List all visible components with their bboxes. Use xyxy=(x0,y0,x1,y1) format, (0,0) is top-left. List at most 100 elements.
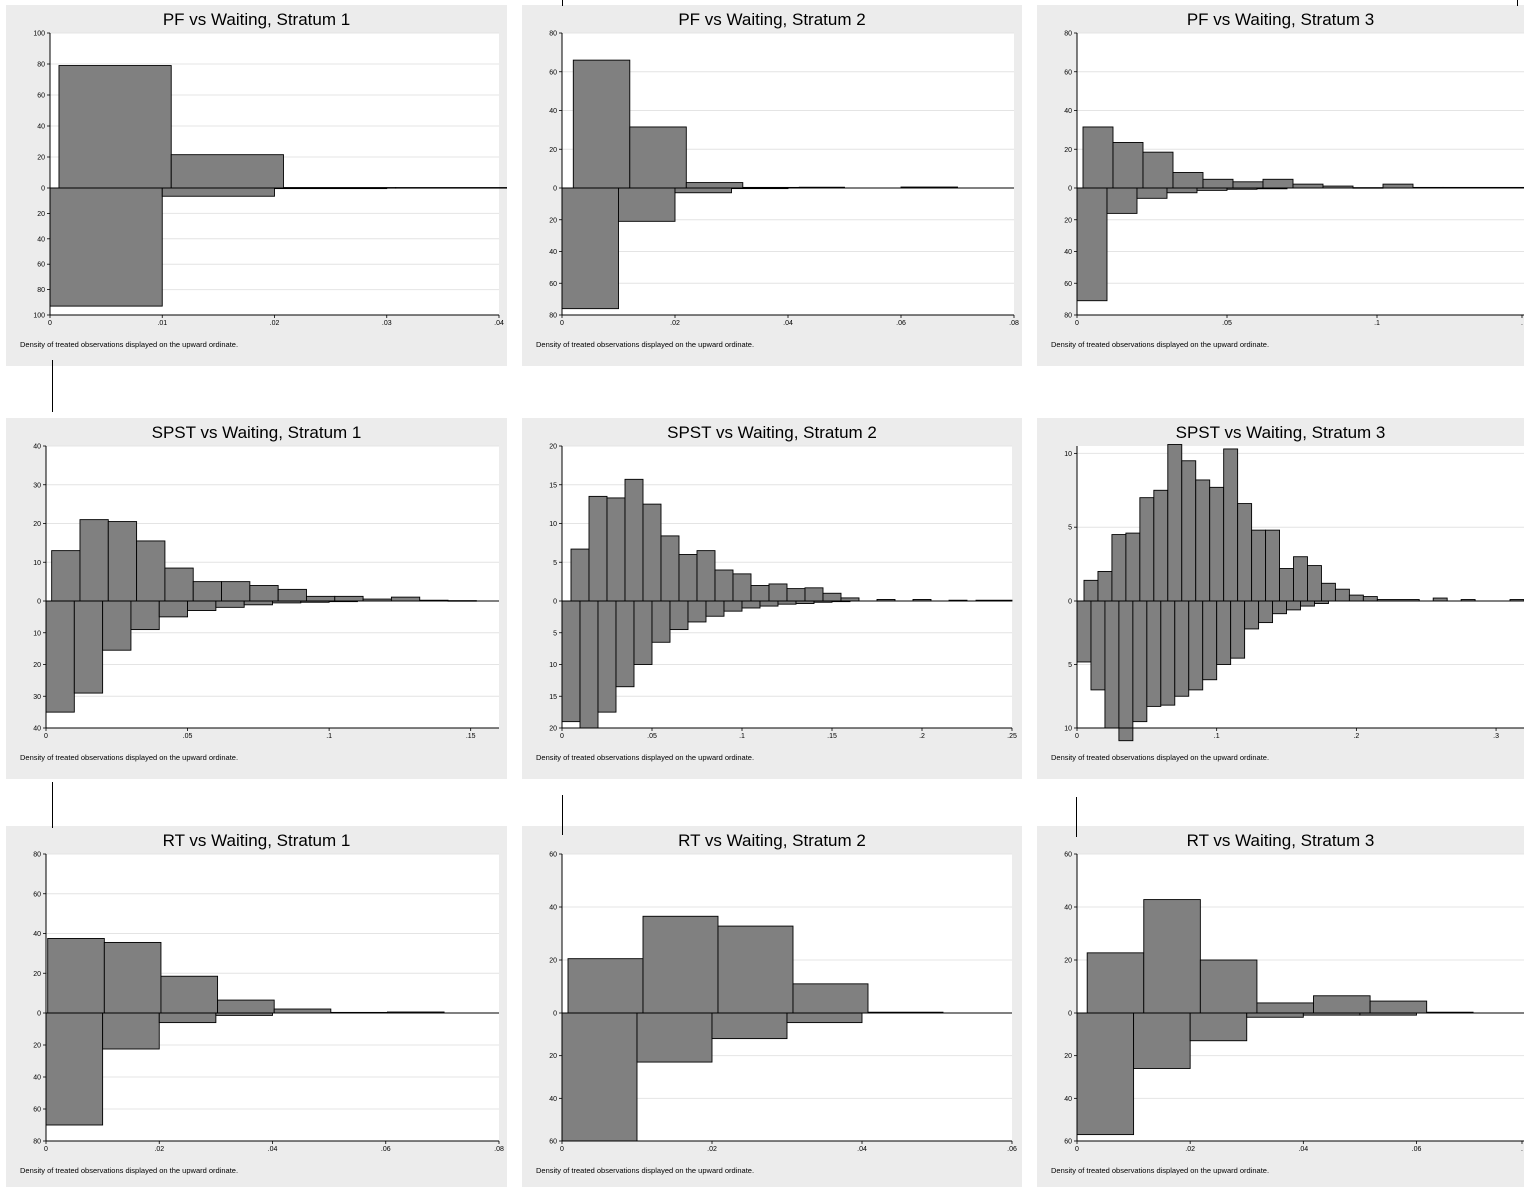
y-tick-label: 0 xyxy=(553,1011,557,1018)
y-tick-label: 40 xyxy=(1064,108,1072,115)
x-tick-label: .1 xyxy=(326,733,332,740)
y-tick-label: 80 xyxy=(33,852,41,859)
bar-control xyxy=(1136,187,1168,199)
y-tick-label: 40 xyxy=(33,1075,41,1082)
bar-control xyxy=(579,600,599,729)
x-tick-label: .2 xyxy=(919,733,925,740)
bar-treated xyxy=(1279,568,1294,602)
bar-control xyxy=(561,600,581,723)
bar-control xyxy=(158,1012,217,1024)
y-tick-label: 40 xyxy=(33,726,41,733)
chart-note: Density of treated observations displaye… xyxy=(20,340,238,349)
bar-control xyxy=(1166,187,1198,194)
bar-treated xyxy=(696,550,716,602)
bar-treated xyxy=(1167,444,1183,602)
x-tick-label: .06 xyxy=(1412,1146,1422,1153)
bar-treated xyxy=(103,941,162,1014)
x-tick-label: .04 xyxy=(268,1146,278,1153)
y-tick-label: 5 xyxy=(553,630,557,637)
x-tick-label: .08 xyxy=(1009,320,1019,327)
bar-treated xyxy=(1256,1002,1314,1014)
x-tick-label: .02 xyxy=(707,1146,717,1153)
bar-treated xyxy=(1172,172,1204,189)
bar-treated xyxy=(1307,565,1322,602)
bar-control xyxy=(45,600,75,713)
bar-treated xyxy=(1313,995,1371,1014)
y-tick-label: 100 xyxy=(33,313,45,320)
x-tick-label: .02 xyxy=(154,1146,164,1153)
bar-treated xyxy=(572,59,631,189)
stray-line xyxy=(52,360,53,412)
bar-control xyxy=(1258,600,1274,624)
bar-treated xyxy=(786,588,806,602)
bar-treated xyxy=(804,587,824,602)
y-tick-label: 30 xyxy=(33,694,41,701)
y-tick-label: 40 xyxy=(33,444,41,451)
y-tick-label: 40 xyxy=(37,236,45,243)
bar-treated xyxy=(58,65,172,189)
x-tick-label: .06 xyxy=(896,320,906,327)
bar-treated xyxy=(570,548,590,602)
bar-control xyxy=(1202,600,1218,681)
bar-control xyxy=(687,600,707,623)
bar-treated xyxy=(1195,479,1211,602)
x-tick-label: 0 xyxy=(48,320,52,327)
chart-note: Density of treated observations displaye… xyxy=(536,1166,754,1175)
bar-control xyxy=(674,187,732,194)
bar-treated xyxy=(1292,183,1324,189)
y-tick-label: 10 xyxy=(549,521,557,528)
chart-note: Density of treated observations displaye… xyxy=(1051,340,1269,349)
chart-title: PF vs Waiting, Stratum 2 xyxy=(678,10,865,29)
bar-control xyxy=(786,1012,863,1024)
chart-panel-spst-stratum-3: SPST vs Waiting, Stratum 3 0 5 10 5 10 0.1.2.3… xyxy=(1037,418,1524,779)
bar-treated xyxy=(606,497,626,602)
chart-spst-stratum-3: SPST vs Waiting, Stratum 305105100.1.2.3… xyxy=(1051,423,1524,762)
chart-note: Density of treated observations displaye… xyxy=(1051,753,1269,762)
y-tick-label: 80 xyxy=(37,62,45,69)
chart-rt-stratum-3: RT vs Waiting, Stratum 302040602040600.0… xyxy=(1051,831,1524,1175)
chart-spst-stratum-1: SPST vs Waiting, Stratum 1 0 10 20 30 40 10 20 3… xyxy=(20,423,499,762)
y-tick-label: 60 xyxy=(549,1139,557,1146)
bar-control xyxy=(1286,600,1301,611)
chart-pf-stratum-1: PF vs Waiting, Stratum 1 0 20 40 60 80 100 20 40… xyxy=(20,10,507,349)
x-tick-label: 0 xyxy=(1075,733,1079,740)
bar-control xyxy=(561,1012,638,1142)
x-tick-label: .08 xyxy=(494,1146,504,1153)
y-tick-label: 20 xyxy=(37,211,45,218)
bar-control xyxy=(669,600,689,631)
bar-control xyxy=(1076,1012,1135,1136)
bar-treated xyxy=(51,550,81,602)
bar-treated xyxy=(1139,497,1155,602)
bar-control xyxy=(1133,1012,1191,1069)
chart-panel-rt-stratum-2: RT vs Waiting, Stratum 2 0 20 40 60 20 40 60 0.0… xyxy=(522,826,1022,1187)
y-tick-label: 80 xyxy=(33,1139,41,1146)
y-tick-label: 20 xyxy=(33,971,41,978)
x-tick-label: .02 xyxy=(1185,1146,1195,1153)
chart-spst-stratum-2: SPST vs Waiting, Stratum 2 0 5 10 15 20 5 10 15 2… xyxy=(536,423,1017,762)
stray-line xyxy=(52,782,53,828)
x-tick-label: .04 xyxy=(857,1146,867,1153)
chart-title: SPST vs Waiting, Stratum 3 xyxy=(1176,423,1386,442)
chart-rt-stratum-2: RT vs Waiting, Stratum 202040602040600.0… xyxy=(536,831,1017,1175)
bar-control xyxy=(158,600,189,618)
chart-panel-pf-stratum-3: PF vs Waiting, Stratum 3 0 20 40 60 80 20 40 60 8… xyxy=(1037,5,1524,366)
y-tick-label: 60 xyxy=(1064,852,1072,859)
y-tick-label: 20 xyxy=(549,726,557,733)
bar-treated xyxy=(629,126,687,189)
bar-treated xyxy=(1082,126,1114,189)
bar-treated xyxy=(1086,952,1145,1014)
y-tick-label: 15 xyxy=(549,694,557,701)
bar-treated xyxy=(1237,503,1253,602)
y-tick-label: 80 xyxy=(549,313,557,320)
bar-treated xyxy=(1321,582,1336,602)
bar-control xyxy=(1106,187,1138,214)
chart-rt-stratum-1: RT vs Waiting, Stratum 1 0 20 40 60 80 20 40 60 8… xyxy=(20,831,504,1175)
bar-treated xyxy=(685,182,744,189)
bar-treated xyxy=(1348,594,1364,602)
y-tick-label: 20 xyxy=(1064,147,1072,154)
x-tick-label: .2 xyxy=(1353,733,1359,740)
x-tick-label: .06 xyxy=(1007,1146,1017,1153)
x-tick-label: .1 xyxy=(1214,733,1220,740)
x-tick-label: .02 xyxy=(270,320,280,327)
bar-control xyxy=(1076,600,1092,663)
